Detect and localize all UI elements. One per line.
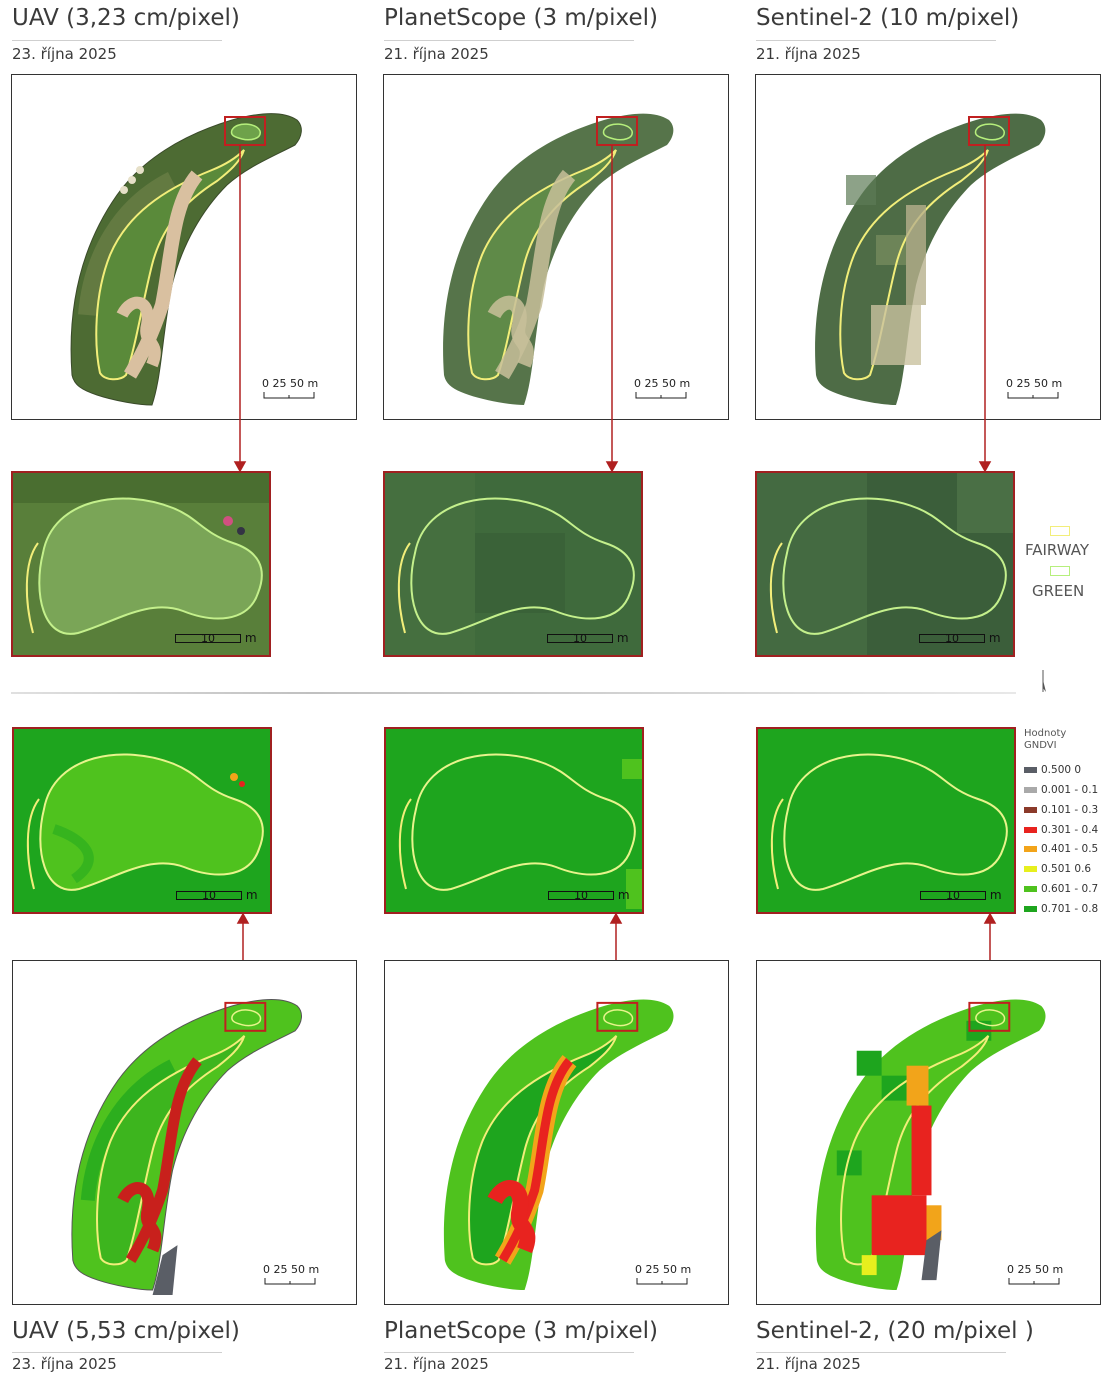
zoom-scale-bar: 10 m bbox=[547, 631, 629, 645]
legend-swatch bbox=[1024, 866, 1037, 872]
gndvi-legend-item: 0.401 - 0.5 bbox=[1024, 843, 1098, 855]
zoom-scale-bar: 10 m bbox=[919, 631, 1001, 645]
north-arrow-icon bbox=[1042, 670, 1046, 692]
zoom-planetscope-rgb: 10 m bbox=[383, 471, 643, 657]
scale-bar: 0 25 50 m bbox=[263, 1263, 319, 1286]
gndvi-legend-item: 0.001 - 0.1 bbox=[1024, 784, 1098, 796]
legend-swatch bbox=[1024, 787, 1037, 793]
map-planetscope-gndvi: 0 25 50 m bbox=[384, 960, 729, 1305]
section-divider bbox=[11, 692, 1016, 694]
divider bbox=[12, 1352, 222, 1353]
map-uav-rgb: 0 25 50 m bbox=[11, 74, 357, 420]
gndvi-legend-item: 0.701 - 0.8 bbox=[1024, 903, 1098, 915]
gndvi-legend-item: 0.301 - 0.4 bbox=[1024, 824, 1098, 836]
gndvi-legend-item: 0.501 0.6 bbox=[1024, 863, 1091, 875]
top-title-sentinel: Sentinel-2 (10 m/pixel) bbox=[756, 5, 1020, 31]
green-legend-label: GREEN bbox=[1032, 582, 1085, 600]
zoom-uav-gndvi: 10 m bbox=[12, 727, 272, 914]
bottom-date-uav: 23. října 2025 bbox=[12, 1355, 117, 1373]
zoom-uav-rgb: 10 m bbox=[11, 471, 271, 657]
top-date-planetscope: 21. října 2025 bbox=[384, 45, 489, 63]
map-sentinel-gndvi: 0 25 50 m bbox=[756, 960, 1101, 1305]
top-title-uav: UAV (3,23 cm/pixel) bbox=[12, 5, 240, 31]
divider bbox=[756, 40, 996, 41]
top-title-planetscope: PlanetScope (3 m/pixel) bbox=[384, 5, 658, 31]
map-uav-gndvi: 0 25 50 m bbox=[12, 960, 357, 1305]
gndvi-legend-item: 0.601 - 0.7 bbox=[1024, 883, 1098, 895]
zoom-scale-bar: 10 m bbox=[175, 631, 257, 645]
zoom-scale-bar: 10 m bbox=[548, 888, 630, 902]
gndvi-legend-title: Hodnoty GNDVI bbox=[1024, 728, 1067, 751]
legend-swatch bbox=[1024, 906, 1037, 912]
green-legend-swatch bbox=[1050, 566, 1070, 576]
zoom-scale-bar: 10 m bbox=[176, 888, 258, 902]
legend-swatch bbox=[1024, 886, 1037, 892]
divider bbox=[756, 1352, 1006, 1353]
legend-swatch bbox=[1024, 846, 1037, 852]
legend-swatch bbox=[1024, 827, 1037, 833]
map-planetscope-rgb: 0 25 50 m bbox=[383, 74, 729, 420]
legend-swatch bbox=[1024, 807, 1037, 813]
bottom-title-uav: UAV (5,53 cm/pixel) bbox=[12, 1318, 240, 1344]
gndvi-legend-item: 0.101 - 0.3 bbox=[1024, 804, 1098, 816]
scale-bar: 0 25 50 m bbox=[634, 377, 690, 400]
bottom-title-sentinel: Sentinel-2, (20 m/pixel ) bbox=[756, 1318, 1034, 1344]
zoom-sentinel-rgb: 10 m bbox=[755, 471, 1015, 657]
divider bbox=[384, 1352, 634, 1353]
scale-bar: 0 25 50 m bbox=[1007, 1263, 1063, 1286]
scale-bar: 0 25 50 m bbox=[635, 1263, 691, 1286]
divider bbox=[12, 40, 222, 41]
zoom-planetscope-gndvi: 10 m bbox=[384, 727, 644, 914]
scale-bar: 0 25 50 m bbox=[262, 377, 318, 400]
top-date-uav: 23. října 2025 bbox=[12, 45, 117, 63]
map-sentinel-rgb: 0 25 50 m bbox=[755, 74, 1101, 420]
legend-swatch bbox=[1024, 767, 1037, 773]
gndvi-legend-item: 0.500 0 bbox=[1024, 764, 1081, 776]
bottom-date-planetscope: 21. října 2025 bbox=[384, 1355, 489, 1373]
bottom-title-planetscope: PlanetScope (3 m/pixel) bbox=[384, 1318, 658, 1344]
scale-bar: 0 25 50 m bbox=[1006, 377, 1062, 400]
fairway-legend-swatch bbox=[1050, 526, 1070, 536]
fairway-legend-label: FAIRWAY bbox=[1025, 541, 1090, 559]
bottom-date-sentinel: 21. října 2025 bbox=[756, 1355, 861, 1373]
zoom-scale-bar: 10 m bbox=[920, 888, 1002, 902]
top-date-sentinel: 21. října 2025 bbox=[756, 45, 861, 63]
zoom-sentinel-gndvi: 10 m bbox=[756, 727, 1016, 914]
divider bbox=[384, 40, 634, 41]
